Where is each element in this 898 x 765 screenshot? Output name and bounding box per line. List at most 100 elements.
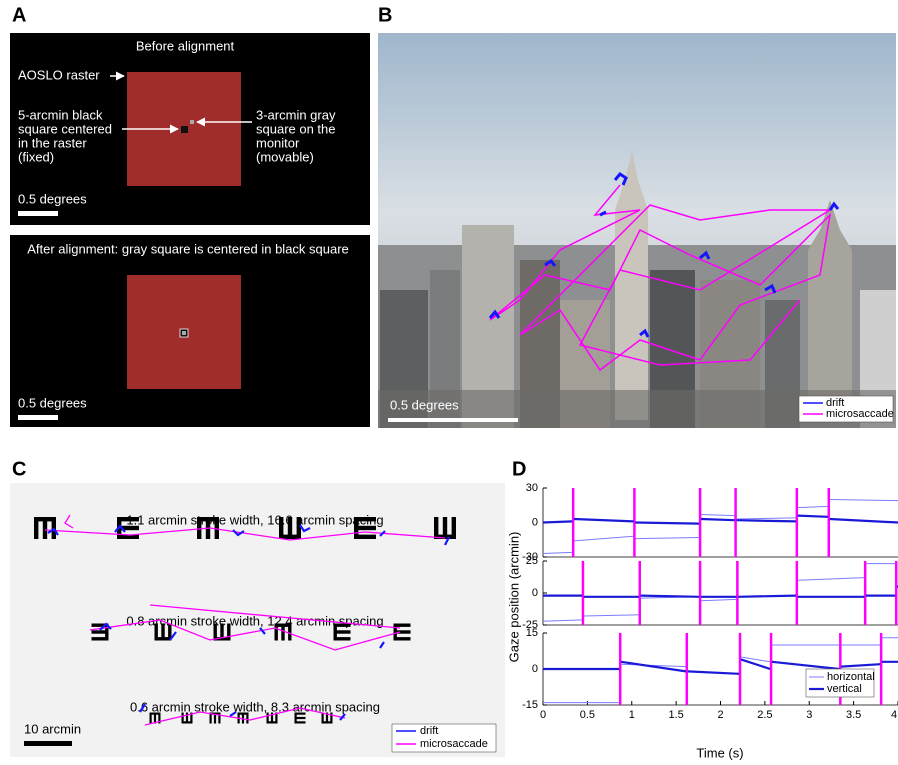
stroke [275,624,278,641]
stroke [297,517,301,539]
panel-label: D [512,458,526,480]
panel-label: C [12,458,26,480]
stroke [218,713,220,724]
title: Before alignment [136,38,235,53]
stroke [295,721,306,723]
label: in the raster [18,135,87,150]
stroke [452,517,456,539]
stroke [182,713,184,724]
x-tick-label: 2.5 [757,709,772,721]
scale-bar [24,741,72,746]
y-axis-label: Gaze position (arcmin) [506,532,521,663]
panel-label: B [378,4,392,26]
x-tick-label: 0 [540,709,546,721]
optotype [334,624,351,641]
stroke [394,637,411,640]
stroke [267,713,269,724]
legend-label: microsaccade [420,738,488,750]
title: After alignment: gray square is centered… [27,241,349,256]
stroke [354,526,376,530]
x-axis-label: Time (s) [696,745,743,760]
stroke [150,713,152,724]
scale-bar [388,418,518,422]
y-tick-label: 0 [532,516,538,528]
optotype [34,517,56,539]
label: square on the [256,121,336,136]
figure: A Before alignment AOSLO raster 5-arcmin… [0,0,898,765]
x-tick-label: 4 [891,709,897,721]
photo [378,33,896,428]
y-tick-label: 0 [532,587,538,599]
label: monitor [256,135,300,150]
stroke [334,630,351,633]
y-tick-label: 25 [526,555,538,567]
y-tick-label: 15 [526,627,538,639]
row-title: 1.1 arcmin stroke width, 16.6 arcmin spa… [126,512,383,527]
stroke [295,717,306,719]
gray-square [190,120,194,124]
x-tick-label: 2 [717,709,723,721]
optotype [295,713,306,724]
label: AOSLO raster [18,67,100,82]
optotype [279,517,301,539]
legend-label: horizontal [827,671,875,683]
stroke [92,630,109,633]
stroke [334,637,351,640]
label: (fixed) [18,149,54,164]
optotype [155,624,172,641]
label: 3-arcmin gray [256,107,336,122]
stroke [215,517,219,539]
legend-label: drift [420,725,438,737]
trace [543,500,898,554]
stroke [434,517,438,539]
label: 5-arcmin black [18,107,103,122]
stroke [288,624,291,641]
panel-label: A [12,4,26,26]
stroke [161,624,164,641]
x-tick-label: 1.5 [668,709,683,721]
gray-square [182,331,186,335]
y-tick-label: -15 [522,699,538,711]
y-tick-label: 30 [526,482,538,494]
stroke [214,624,217,641]
stroke [43,517,47,539]
stroke [246,713,248,724]
scale-bar [18,415,58,420]
scale-label: 0.5 degrees [390,397,459,412]
label: (movable) [256,149,314,164]
row-title: 0.6 arcmin stroke width, 8.3 arcmin spac… [130,699,380,714]
black-square [181,126,188,133]
stroke [117,517,139,521]
optotype [354,517,376,539]
stroke [288,517,292,539]
x-tick-label: 3 [806,709,812,721]
x-tick-label: 1 [629,709,635,721]
stroke [279,517,283,539]
x-tick-label: 0.5 [580,709,595,721]
label: square centered [18,121,112,136]
trace [543,564,898,622]
x-tick-label: 3.5 [846,709,861,721]
stroke [394,624,411,627]
stroke [155,624,158,641]
legend-label: microsaccade [826,408,894,420]
optotype [275,624,292,641]
stroke [322,713,324,724]
stroke [354,535,376,539]
scale-label: 0.5 degrees [18,191,87,206]
scale-label: 0.5 degrees [18,395,87,410]
trace [543,587,898,597]
optotype [394,624,411,641]
optotype [434,517,456,539]
stroke [334,624,351,627]
stroke [227,624,230,641]
stroke [295,713,306,715]
optotype [92,624,109,641]
scale-bar [18,211,58,216]
trace [543,516,898,524]
stroke [186,713,188,724]
plots: -30030-25025-1501500.511.522.533.54horiz… [522,482,898,721]
stroke [92,637,109,640]
stroke [242,713,244,724]
stroke [354,517,376,521]
